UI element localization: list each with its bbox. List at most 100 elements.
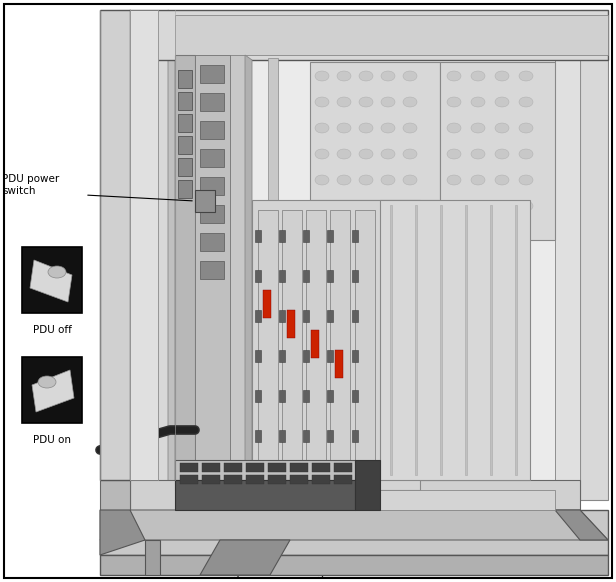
Polygon shape [279,430,285,442]
Text: PDU power
switch: PDU power switch [2,174,59,196]
Ellipse shape [337,175,351,185]
Ellipse shape [519,149,533,159]
Ellipse shape [337,123,351,133]
Polygon shape [303,270,309,282]
Ellipse shape [495,175,509,185]
Polygon shape [168,10,175,495]
Polygon shape [100,510,608,555]
Ellipse shape [519,71,533,81]
Ellipse shape [359,123,373,133]
Polygon shape [178,114,192,132]
Polygon shape [175,480,355,510]
Polygon shape [279,270,285,282]
Polygon shape [279,350,285,362]
Polygon shape [224,463,242,472]
Polygon shape [327,390,333,402]
Polygon shape [555,510,608,540]
Ellipse shape [447,97,461,107]
Polygon shape [175,55,195,490]
Ellipse shape [447,201,461,211]
Polygon shape [175,55,555,490]
Polygon shape [145,540,160,575]
Polygon shape [178,70,192,88]
Polygon shape [200,149,224,167]
Polygon shape [255,430,261,442]
Polygon shape [352,390,358,402]
Polygon shape [440,62,555,240]
Ellipse shape [519,201,533,211]
Polygon shape [130,10,145,490]
Polygon shape [158,10,168,490]
Polygon shape [352,350,358,362]
Polygon shape [490,205,492,475]
Ellipse shape [495,97,509,107]
Polygon shape [255,390,261,402]
Text: Figure 5-7 Turning On the PDU: Figure 5-7 Turning On the PDU [224,568,392,578]
Polygon shape [334,475,352,484]
Ellipse shape [403,123,417,133]
Ellipse shape [471,123,485,133]
Ellipse shape [381,123,395,133]
Polygon shape [355,210,375,480]
Polygon shape [202,475,220,484]
Polygon shape [327,270,333,282]
Polygon shape [22,247,82,313]
Polygon shape [290,475,308,484]
Ellipse shape [403,97,417,107]
Polygon shape [303,390,309,402]
Polygon shape [175,15,608,55]
Ellipse shape [381,149,395,159]
Polygon shape [440,205,442,475]
Ellipse shape [337,149,351,159]
Polygon shape [100,10,130,480]
Polygon shape [310,62,440,200]
Polygon shape [380,200,530,480]
Ellipse shape [519,97,533,107]
Polygon shape [130,480,580,510]
Ellipse shape [447,71,461,81]
Polygon shape [246,463,264,472]
Ellipse shape [519,175,533,185]
Polygon shape [175,460,355,480]
Polygon shape [327,430,333,442]
Ellipse shape [315,149,329,159]
Polygon shape [22,357,82,423]
Polygon shape [200,65,224,83]
Ellipse shape [359,97,373,107]
Polygon shape [258,210,278,480]
Ellipse shape [403,175,417,185]
Polygon shape [202,463,220,472]
Polygon shape [327,350,333,362]
Polygon shape [178,92,192,110]
Ellipse shape [447,149,461,159]
Polygon shape [306,210,326,480]
Polygon shape [335,350,343,378]
Polygon shape [200,261,224,279]
Ellipse shape [359,71,373,81]
Polygon shape [255,310,261,322]
Polygon shape [30,260,72,302]
Ellipse shape [495,123,509,133]
Polygon shape [175,490,555,510]
Polygon shape [312,463,330,472]
Polygon shape [200,540,290,575]
Polygon shape [200,205,224,223]
Polygon shape [287,310,295,338]
Polygon shape [355,460,380,510]
Polygon shape [100,480,130,510]
Ellipse shape [315,97,329,107]
Ellipse shape [381,175,395,185]
Ellipse shape [315,123,329,133]
Polygon shape [279,230,285,242]
Ellipse shape [315,175,329,185]
Ellipse shape [519,123,533,133]
Ellipse shape [403,71,417,81]
Polygon shape [352,310,358,322]
Ellipse shape [447,175,461,185]
Polygon shape [178,158,192,176]
Polygon shape [100,510,608,540]
Ellipse shape [495,201,509,211]
Polygon shape [255,230,261,242]
Polygon shape [268,475,286,484]
Polygon shape [195,55,230,490]
